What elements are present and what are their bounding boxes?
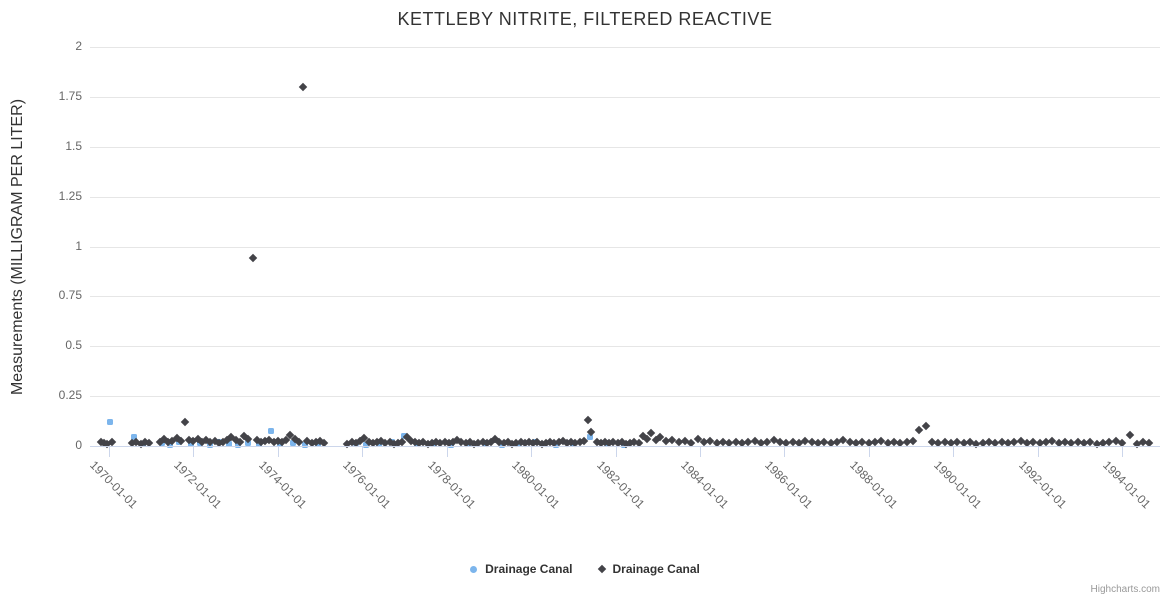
grid-line (90, 396, 1160, 398)
data-point[interactable] (180, 417, 190, 427)
x-tick-mark (277, 447, 279, 457)
credits-link[interactable]: Highcharts.com (1090, 584, 1160, 595)
grid-line (90, 246, 1160, 248)
y-tick-label: 2 (75, 39, 82, 53)
square-marker-icon (470, 565, 478, 573)
x-tick-mark (953, 447, 955, 457)
x-tick-label: 1992-01-01 (1015, 458, 1069, 512)
data-point[interactable] (298, 82, 308, 92)
x-tick-mark (193, 447, 195, 457)
x-tick-mark (615, 447, 617, 457)
y-tick-label: 0 (75, 438, 82, 452)
data-point[interactable] (234, 442, 241, 448)
data-point[interactable] (289, 440, 296, 446)
y-tick-label: 1.5 (65, 138, 82, 153)
data-point[interactable] (553, 442, 560, 448)
x-tick-label: 1972-01-01 (171, 458, 225, 512)
x-tick-label: 1978-01-01 (424, 458, 479, 512)
x-tick-mark (531, 447, 533, 457)
x-tick-mark (1122, 447, 1123, 457)
data-point[interactable] (587, 434, 594, 441)
x-tick-label: 1970-01-01 (87, 458, 141, 512)
x-tick-mark (446, 447, 448, 457)
x-tick-label: 1974-01-01 (255, 458, 310, 512)
plot-area (90, 47, 1160, 449)
y-tick-label: 0.75 (58, 288, 82, 303)
legend-label: Drainage Canal (485, 562, 573, 576)
y-tick-label: 0.5 (65, 338, 82, 353)
data-point[interactable] (583, 415, 593, 425)
grid-line (90, 196, 1160, 198)
x-tick-label: 1986-01-01 (762, 458, 816, 512)
data-point[interactable] (268, 428, 275, 435)
x-tick-mark (699, 447, 701, 457)
data-point[interactable] (302, 442, 309, 448)
data-point[interactable] (106, 419, 113, 426)
data-point[interactable] (226, 441, 233, 447)
y-tick-label: 1 (75, 238, 82, 253)
data-point[interactable] (167, 442, 174, 448)
data-point[interactable] (245, 440, 252, 446)
x-tick-label: 1988-01-01 (846, 458, 901, 512)
x-tick-mark (1037, 447, 1039, 457)
grid-line (90, 146, 1160, 148)
data-point[interactable] (1126, 430, 1135, 440)
legend-item[interactable]: Drainage Canal (470, 562, 573, 576)
x-tick-mark (784, 447, 786, 457)
data-point[interactable] (908, 436, 918, 446)
legend-item[interactable]: Drainage Canal (597, 562, 700, 576)
y-tick-label: 0.25 (58, 388, 82, 403)
x-tick-label: 1984-01-01 (678, 458, 732, 512)
grid-line (90, 346, 1160, 348)
x-tick-label: 1980-01-01 (509, 458, 563, 512)
x-tick-mark (362, 447, 364, 457)
y-tick-label: 1.75 (58, 88, 82, 103)
grid-line (90, 47, 1160, 48)
diamond-marker-icon (597, 564, 606, 574)
x-tick-label: 1994-01-01 (1100, 458, 1154, 512)
x-tick-label: 1990-01-01 (931, 458, 985, 512)
data-point[interactable] (363, 442, 370, 448)
data-point[interactable] (248, 254, 257, 263)
y-tick-label: 1.25 (58, 188, 82, 203)
chart-title: KETTLEBY NITRITE, FILTERED REACTIVE (397, 9, 773, 29)
x-tick-label: 1976-01-01 (340, 458, 394, 512)
x-tick-label: 1982-01-01 (593, 458, 647, 512)
data-point[interactable] (131, 434, 138, 441)
legend: Drainage Canal Drainage Canal (0, 562, 1170, 576)
legend-label: Drainage Canal (612, 562, 700, 576)
grid-line (90, 96, 1160, 98)
x-tick-mark (108, 447, 110, 457)
x-axis-line (90, 446, 1160, 447)
x-tick-mark (868, 447, 870, 457)
grid-line (90, 296, 1160, 298)
